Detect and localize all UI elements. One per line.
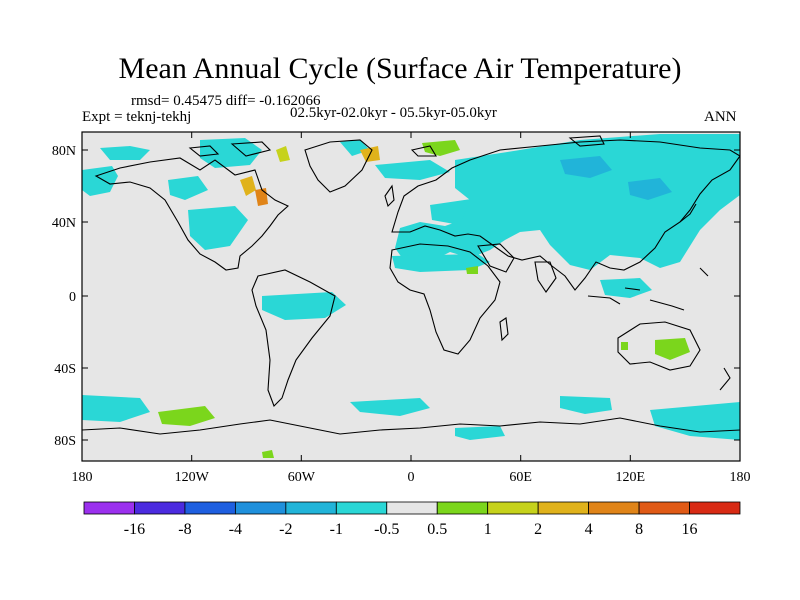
colorbar-label: -0.5 [374, 521, 399, 538]
colorbar-swatch [588, 501, 640, 515]
colorbar-swatch [689, 501, 741, 515]
colorbar-swatch [83, 501, 135, 515]
colorbar-swatch [134, 501, 186, 515]
colorbar-swatch [487, 501, 539, 515]
lat-tick-label: 40N [52, 216, 76, 231]
colorbar-label: -4 [229, 521, 242, 538]
colorbar-swatch [537, 501, 590, 515]
colorbar-swatch [234, 501, 287, 515]
colorbar-swatch [638, 501, 690, 515]
rmsd-diff-text: rmsd= 0.45475 diff= -0.162066 [131, 93, 321, 109]
latitude-axis: 80N 40N 0 40S 80S [52, 144, 740, 449]
lon-tick-label: 60W [288, 470, 316, 485]
positive-anomaly-patches [158, 140, 690, 458]
colorbar-label: 2 [534, 521, 542, 538]
colorbar-label: 16 [682, 521, 698, 538]
colorbar-swatch [386, 501, 438, 515]
colorbar-label: 8 [635, 521, 643, 538]
lon-tick-label: 180 [730, 470, 751, 485]
experiment-label: Expt = teknj-tekhj [82, 109, 192, 125]
colorbar-label: -1 [330, 521, 343, 538]
colorbar-swatch [285, 501, 337, 515]
colorbar-swatch [436, 501, 489, 515]
colorbar-label: 0.5 [427, 521, 447, 538]
colorbar-swatch [335, 501, 388, 515]
lat-tick-label: 40S [54, 362, 76, 377]
colorbar-label: -2 [279, 521, 292, 538]
longitude-axis: 180 120W 60W 0 60E 120E 180 [72, 132, 751, 485]
lon-tick-label: 120W [175, 470, 210, 485]
season-label: ANN [704, 109, 737, 125]
lat-tick-label: 80N [52, 144, 76, 159]
colorbar-label: -8 [178, 521, 191, 538]
colorbar-swatch [184, 501, 236, 515]
colorbar-label: -16 [124, 521, 145, 538]
lon-tick-label: 180 [72, 470, 93, 485]
period-label: 02.5kyr-02.0kyr - 05.5kyr-05.0kyr [290, 105, 497, 121]
lon-tick-label: 0 [408, 470, 415, 485]
lat-tick-label: 80S [54, 434, 76, 449]
colorbar: -16 -8 -4 -2 -1 -0.5 0.5 1 2 4 8 16 [83, 501, 741, 538]
moderate-negative-patches [560, 156, 672, 200]
colorbar-label: 4 [585, 521, 593, 538]
lon-tick-label: 60E [509, 470, 532, 485]
colorbar-label: 1 [484, 521, 492, 538]
lon-tick-label: 120E [616, 470, 646, 485]
plot-title: Mean Annual Cycle (Surface Air Temperatu… [118, 52, 682, 85]
coastlines [82, 135, 740, 435]
lat-tick-label: 0 [69, 290, 76, 305]
